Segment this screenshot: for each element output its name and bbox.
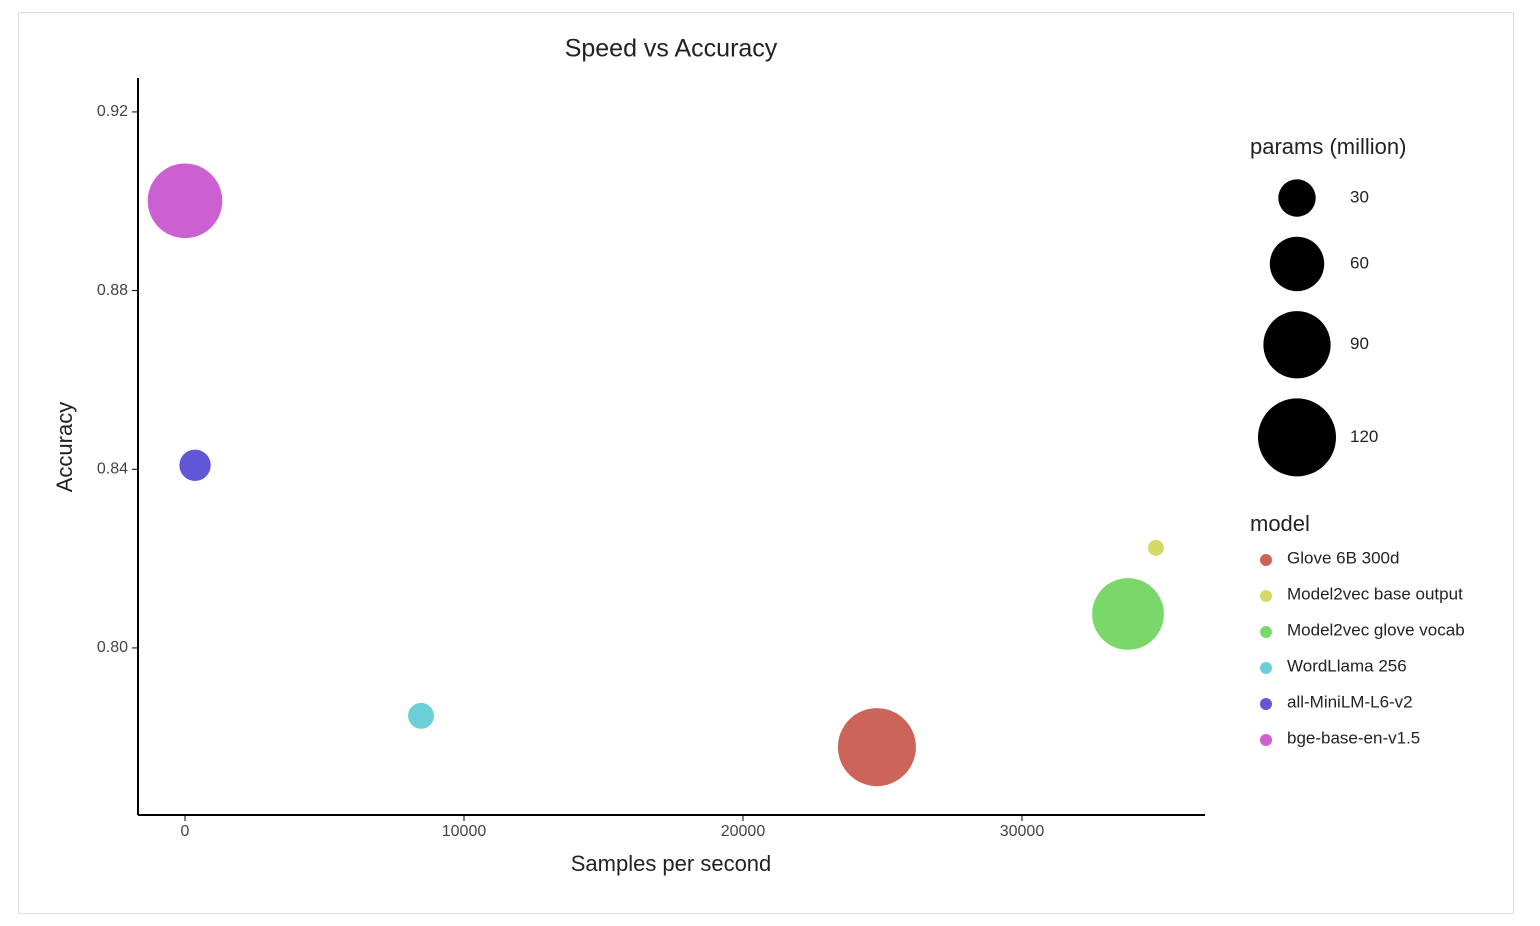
legend-title: model (1250, 511, 1310, 536)
legend-key (1260, 554, 1272, 566)
legend-key (1260, 698, 1272, 710)
size-legend-label: 120 (1350, 427, 1378, 446)
legend-label: Model2vec base output (1287, 584, 1463, 603)
size-legend-key (1269, 236, 1325, 292)
size-legend-title: params (million) (1250, 134, 1406, 159)
frame (18, 12, 1514, 914)
legend-label: Glove 6B 300d (1287, 548, 1399, 567)
x-axis-label: Samples per second (571, 851, 772, 876)
legend-key (1260, 662, 1272, 674)
bubble (147, 163, 223, 239)
size-legend-label: 60 (1350, 253, 1369, 272)
x-tick-label: 30000 (1000, 823, 1045, 840)
bubble (837, 708, 916, 787)
legend-key (1260, 626, 1272, 638)
size-legend-key (1278, 179, 1316, 217)
legend-label: bge-base-en-v1.5 (1287, 728, 1420, 747)
y-tick-label: 0.84 (97, 460, 128, 477)
legend-label: Model2vec glove vocab (1287, 620, 1465, 639)
legend-key (1260, 734, 1272, 746)
legend-label: all-MiniLM-L6-v2 (1287, 692, 1413, 711)
bubble (1092, 578, 1164, 650)
chart-title: Speed vs Accuracy (565, 35, 778, 63)
y-tick-label: 0.80 (97, 639, 128, 656)
y-tick-label: 0.92 (97, 103, 128, 120)
x-tick-label: 0 (181, 823, 190, 840)
size-legend-key (1258, 398, 1336, 477)
legend-label: WordLlama 256 (1287, 656, 1407, 675)
y-axis-label: Accuracy (52, 402, 77, 492)
legend-key (1260, 590, 1272, 602)
y-tick-label: 0.88 (97, 282, 128, 299)
x-tick-label: 10000 (442, 823, 487, 840)
size-legend-label: 30 (1350, 187, 1369, 206)
bubble (1147, 539, 1164, 556)
size-legend-key (1263, 311, 1331, 379)
bubble (179, 449, 211, 481)
x-tick-label: 20000 (721, 823, 766, 840)
size-legend-label: 90 (1350, 334, 1369, 353)
bubble (408, 702, 435, 729)
